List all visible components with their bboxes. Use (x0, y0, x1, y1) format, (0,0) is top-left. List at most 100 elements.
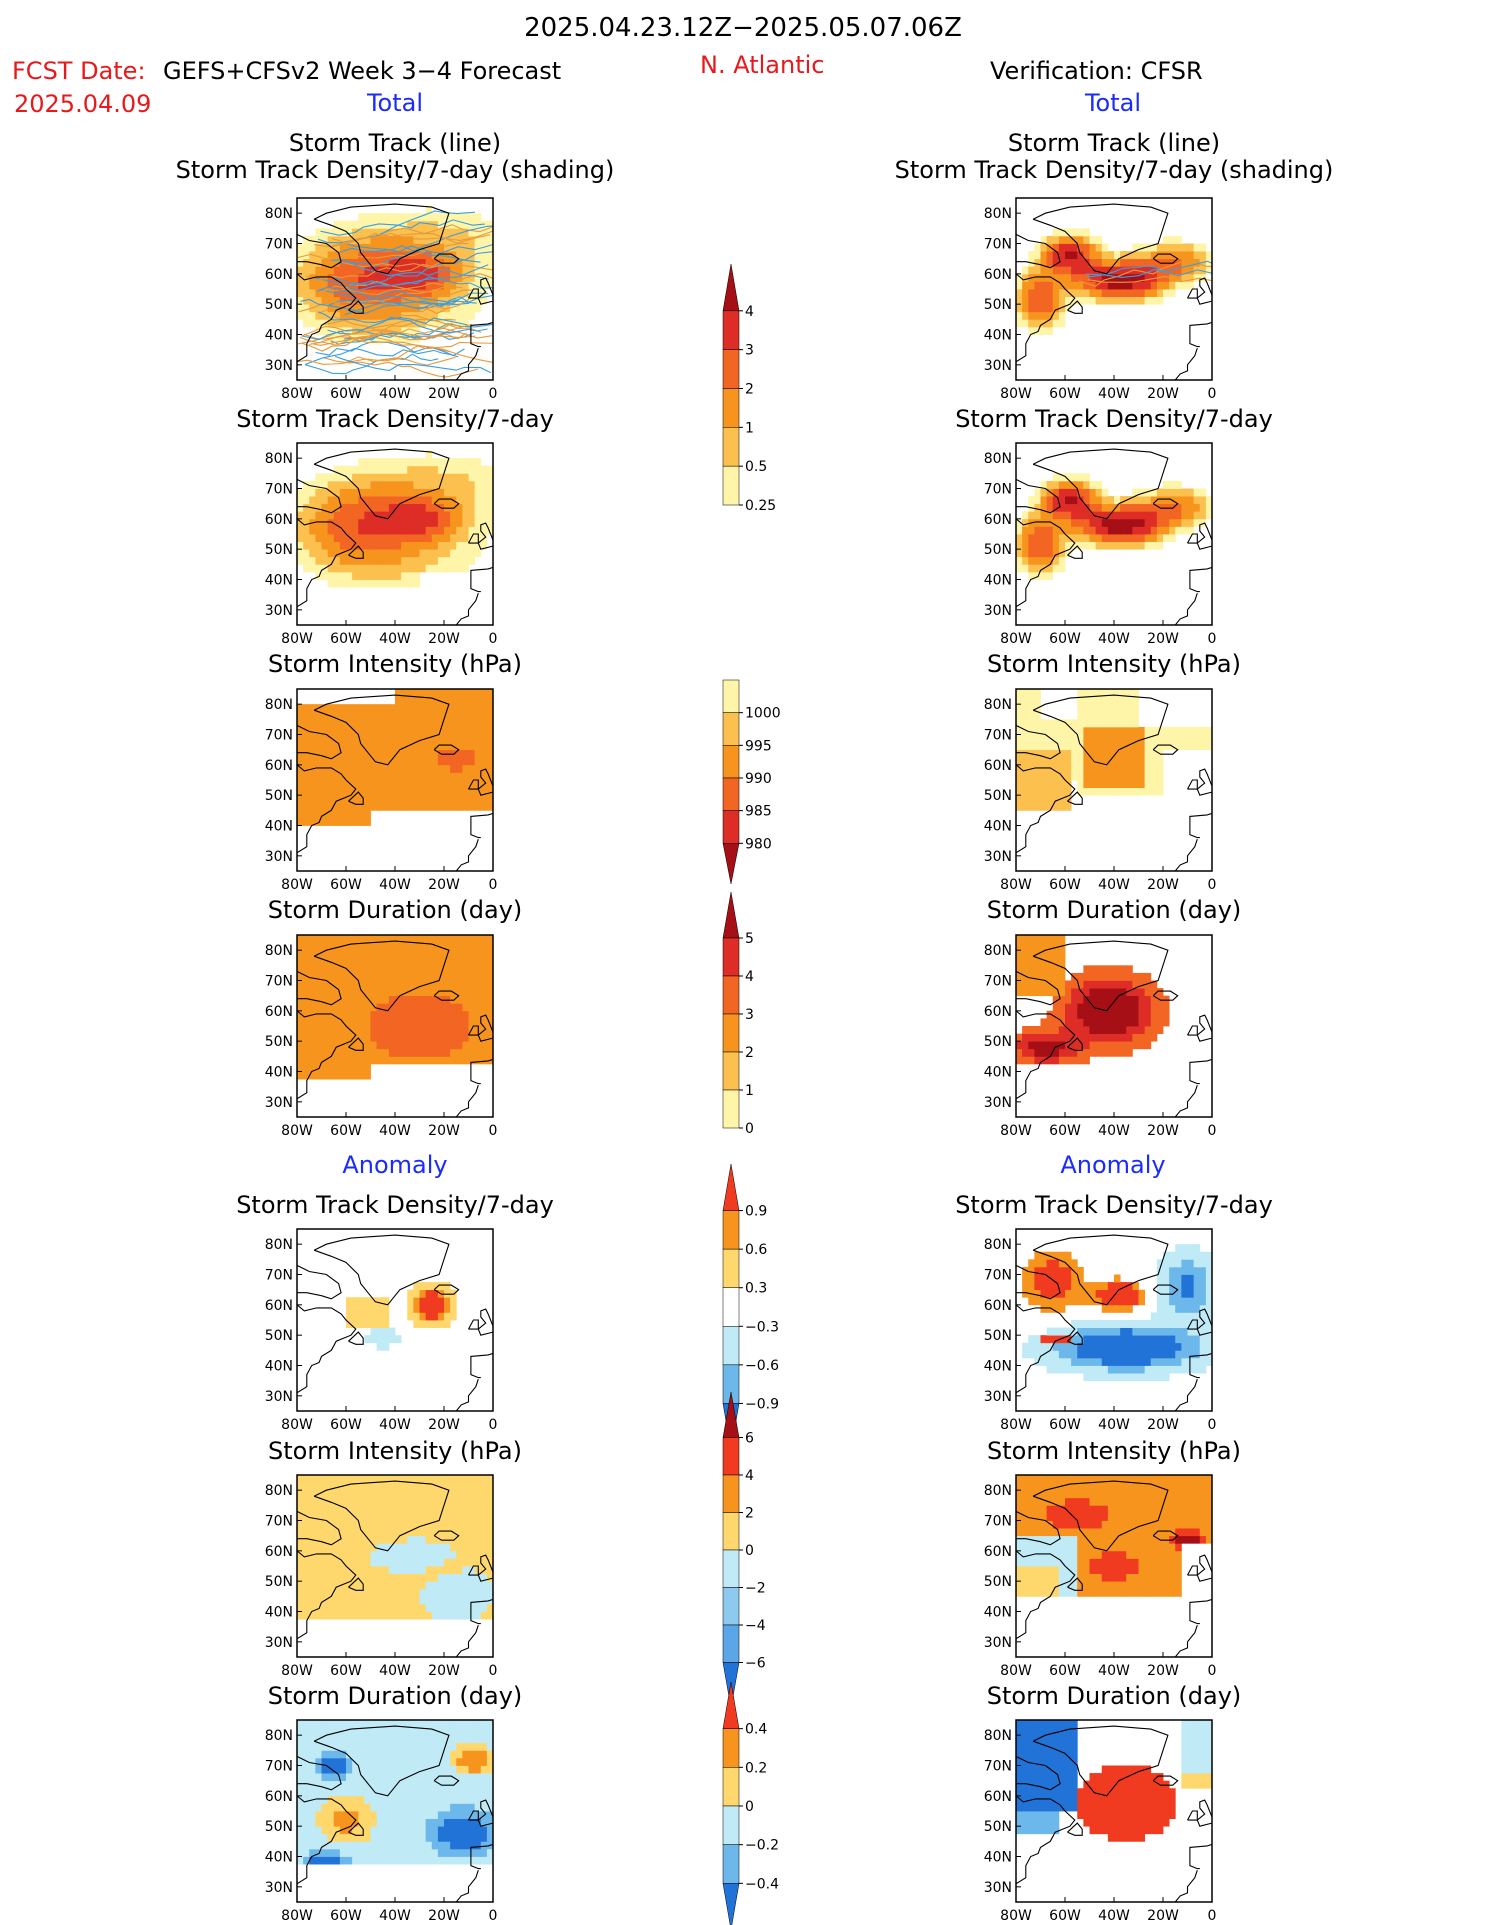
lat-tick-label: 70N (265, 974, 293, 990)
heatmap-cell (370, 1566, 378, 1574)
heatmap-cell (456, 942, 463, 951)
heatmap-cell (437, 1297, 445, 1306)
heatmap-cell (388, 1520, 396, 1529)
heatmap-cell (346, 465, 353, 474)
heatmap-cell (1040, 726, 1048, 735)
heatmap-cell (1126, 251, 1133, 260)
heatmap-cell (437, 1497, 445, 1506)
heatmap-cell (364, 1535, 371, 1544)
heatmap-cell (327, 1848, 335, 1857)
heatmap-cell (303, 734, 310, 743)
heatmap-cell (450, 1033, 457, 1042)
heatmap-cell (346, 571, 353, 580)
heatmap-cell (401, 965, 408, 974)
heatmap-cell (480, 1856, 488, 1865)
heatmap-cell (339, 1512, 347, 1521)
heatmap-cell (1181, 726, 1188, 735)
heatmap-cell (431, 534, 439, 542)
heatmap-cell (401, 742, 408, 751)
heatmap-cell (474, 734, 482, 743)
heatmap-cell (395, 1581, 402, 1590)
heatmap-cell (1071, 281, 1078, 290)
heatmap-cell (352, 957, 359, 966)
heatmap-cell (333, 1558, 341, 1567)
heatmap-cell (1107, 742, 1115, 751)
heatmap-cell (303, 1742, 310, 1751)
heatmap-cell (395, 304, 402, 313)
heatmap-cell (1077, 1018, 1084, 1027)
heatmap-cell (474, 719, 482, 728)
heatmap-cell (333, 579, 341, 588)
heatmap-cell (1022, 289, 1029, 297)
heatmap-cell (1101, 988, 1109, 997)
lat-tick-label: 30N (984, 1095, 1012, 1111)
heatmap-cell (444, 1795, 451, 1804)
heatmap-cell (376, 1803, 384, 1812)
heatmap-cell (450, 1512, 457, 1521)
heatmap-cell (1114, 965, 1121, 974)
heatmap-cell (346, 711, 353, 720)
heatmap-cell (352, 742, 359, 751)
heatmap-cell (321, 1856, 329, 1865)
heatmap-cell (339, 480, 347, 489)
heatmap-cell (413, 518, 420, 527)
heatmap-cell (1107, 281, 1115, 290)
heatmap-cell (474, 511, 482, 520)
heatmap-cell (444, 935, 451, 943)
heatmap-cell (346, 795, 353, 804)
heatmap-cell (486, 1497, 493, 1506)
heatmap-cell (309, 1528, 316, 1537)
heatmap-cell (382, 1010, 390, 1019)
heatmap-cell (1144, 488, 1152, 497)
heatmap-cell (401, 1048, 408, 1057)
heatmap-cell (413, 251, 420, 260)
heatmap-cell (333, 965, 341, 974)
heatmap-cell (1095, 480, 1103, 489)
coastline (477, 1799, 493, 1827)
heatmap-cell (303, 1543, 310, 1552)
coastline (348, 300, 364, 314)
heatmap-cell (1132, 1003, 1139, 1012)
heatmap-cell (474, 942, 482, 951)
heatmap-cell (480, 1535, 488, 1544)
heatmap-cell (339, 541, 347, 550)
heatmap-cell (339, 1742, 347, 1751)
heatmap-cell (1034, 980, 1041, 989)
heatmap-cell (364, 1520, 371, 1529)
heatmap-cell (419, 1056, 427, 1065)
heatmap-cell (346, 534, 353, 542)
heatmap-cell (376, 496, 384, 505)
heatmap-cell (456, 950, 463, 959)
heatmap-cell (315, 1611, 322, 1620)
coastline (468, 1565, 479, 1576)
heatmap-cell (346, 1795, 353, 1804)
heatmap-cell (419, 258, 427, 267)
heatmap-cell (456, 935, 463, 943)
heatmap-cell (1040, 795, 1048, 804)
heatmap-cell (339, 228, 347, 237)
heatmap-cell (480, 1018, 488, 1027)
heatmap-cell (327, 1482, 335, 1491)
heatmap-cell (327, 1003, 335, 1012)
heatmap-cell (364, 1765, 371, 1774)
heatmap-cell (486, 1588, 493, 1597)
heatmap-cell (1083, 243, 1090, 252)
heatmap-cell (333, 503, 341, 512)
heatmap-cell (339, 711, 347, 720)
storm-tracks (297, 210, 493, 378)
heatmap-cell (358, 726, 365, 735)
heatmap-cell (425, 296, 433, 305)
heatmap-cell (1150, 734, 1158, 743)
heatmap-cell (382, 488, 390, 497)
heatmap-cell (1126, 734, 1133, 743)
storm-track-line (317, 311, 468, 326)
heatmap-cell (321, 1818, 329, 1827)
heatmap-cell (1132, 1010, 1139, 1019)
heatmap-cell (1046, 988, 1054, 997)
heatmap-cell (474, 1720, 482, 1728)
heatmap-cell (1107, 1033, 1115, 1042)
heatmap-cell (1144, 289, 1152, 297)
heatmap-cell (395, 1490, 402, 1499)
heatmap-cell (346, 742, 353, 751)
storm-track-line (343, 323, 493, 341)
